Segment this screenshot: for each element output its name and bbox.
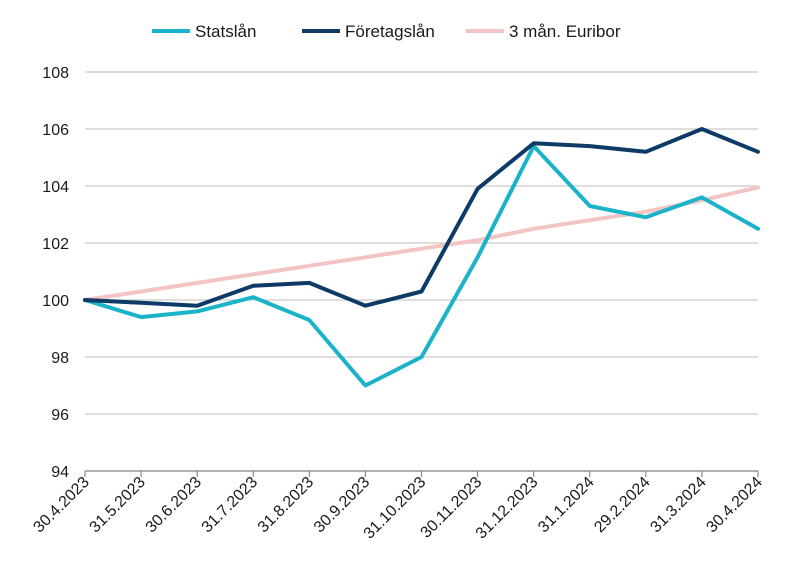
y-tick-label: 108 [42, 65, 69, 82]
x-tick-label: 31.3.2024 [647, 474, 709, 536]
series-lines [83, 127, 760, 388]
legend-label: Statslån [195, 22, 256, 41]
y-axis-ticks: 94 96 98 100 102 104 106 108 [42, 65, 69, 481]
x-tick-label: 29.2.2024 [591, 474, 653, 536]
y-tick-label: 98 [51, 350, 69, 367]
legend: Statslån Företagslån 3 mån. Euribor [152, 22, 621, 41]
x-tick-label: 31.7.2023 [199, 474, 261, 536]
x-tick-label: 31.1.2024 [535, 474, 597, 536]
y-tick-label: 96 [51, 407, 69, 424]
x-tick-label: 31.5.2023 [87, 474, 149, 536]
y-tick-label: 104 [42, 179, 69, 196]
y-tick-label: 100 [42, 293, 69, 310]
series-line-1 [83, 127, 760, 308]
x-axis: 30.4.202331.5.202330.6.202331.7.202331.8… [30, 470, 766, 542]
y-tick-label: 102 [42, 236, 69, 253]
series-line-0 [83, 144, 760, 388]
legend-label: 3 mån. Euribor [509, 22, 621, 41]
gridlines [85, 71, 758, 472]
x-tick-label: 30.4.2024 [703, 474, 765, 536]
y-tick-label: 94 [51, 464, 69, 481]
x-tick-label: 30.4.2023 [30, 474, 92, 536]
y-tick-label: 106 [42, 122, 69, 139]
legend-label: Företagslån [345, 22, 435, 41]
x-tick-label: 30.6.2023 [143, 474, 205, 536]
series-line-2 [83, 185, 760, 302]
x-tick-label: 31.8.2023 [255, 474, 317, 536]
